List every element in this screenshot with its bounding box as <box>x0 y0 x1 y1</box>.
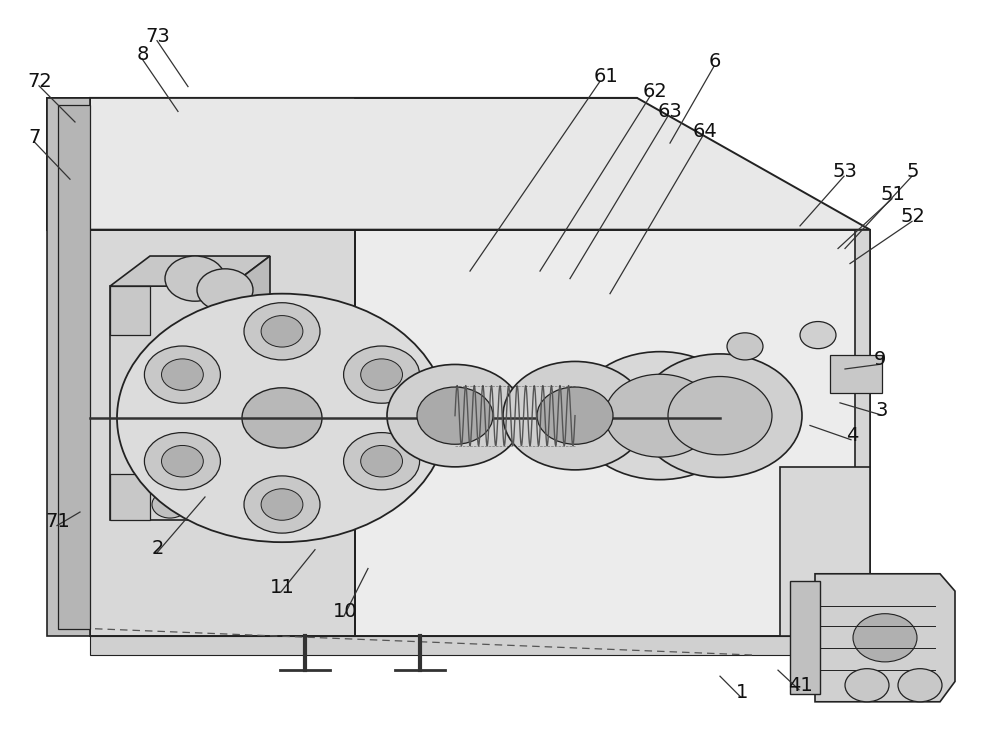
Circle shape <box>605 374 715 457</box>
Circle shape <box>244 303 320 360</box>
Polygon shape <box>58 105 90 629</box>
Circle shape <box>537 387 613 444</box>
Polygon shape <box>90 230 355 636</box>
Text: 2: 2 <box>152 538 164 558</box>
Circle shape <box>898 669 942 702</box>
Polygon shape <box>90 98 870 230</box>
Text: 6: 6 <box>709 52 721 72</box>
Text: 73: 73 <box>146 26 170 46</box>
Text: 3: 3 <box>876 401 888 420</box>
Circle shape <box>165 256 225 301</box>
Circle shape <box>242 388 322 448</box>
Text: 61: 61 <box>594 67 618 87</box>
Text: 64: 64 <box>693 122 717 142</box>
Circle shape <box>152 491 188 518</box>
Bar <box>830 355 882 393</box>
Circle shape <box>144 432 220 489</box>
Text: 41: 41 <box>788 675 812 695</box>
Text: 7: 7 <box>29 127 41 147</box>
Circle shape <box>344 433 420 490</box>
Circle shape <box>387 364 523 467</box>
Circle shape <box>144 346 220 404</box>
Circle shape <box>853 614 917 662</box>
Circle shape <box>417 387 493 444</box>
Circle shape <box>361 359 402 390</box>
Polygon shape <box>110 256 270 286</box>
Circle shape <box>800 322 836 349</box>
Circle shape <box>162 359 203 390</box>
Circle shape <box>162 446 203 477</box>
Circle shape <box>727 333 763 360</box>
Text: 51: 51 <box>881 184 905 204</box>
Text: 71: 71 <box>46 511 70 531</box>
Polygon shape <box>790 581 820 694</box>
Polygon shape <box>110 286 230 520</box>
Circle shape <box>503 361 647 470</box>
Text: 9: 9 <box>874 350 886 370</box>
Text: 4: 4 <box>846 425 858 445</box>
Polygon shape <box>855 230 870 636</box>
Circle shape <box>197 269 253 311</box>
Circle shape <box>668 376 772 455</box>
Text: 1: 1 <box>736 683 748 703</box>
Polygon shape <box>780 467 870 636</box>
Polygon shape <box>355 230 870 636</box>
Circle shape <box>244 476 320 533</box>
Polygon shape <box>815 574 955 702</box>
Circle shape <box>344 346 420 404</box>
Text: 52: 52 <box>901 207 925 227</box>
Text: 10: 10 <box>333 602 357 621</box>
Text: 11: 11 <box>270 578 294 597</box>
Polygon shape <box>47 98 90 230</box>
Polygon shape <box>47 98 90 636</box>
Circle shape <box>638 354 802 477</box>
Text: 62: 62 <box>643 82 667 102</box>
Circle shape <box>117 294 447 542</box>
Circle shape <box>361 446 402 477</box>
Circle shape <box>575 352 745 480</box>
Polygon shape <box>110 474 150 520</box>
Polygon shape <box>90 98 637 636</box>
Text: 5: 5 <box>907 162 919 181</box>
Text: 53: 53 <box>833 162 857 181</box>
Circle shape <box>845 669 889 702</box>
Text: 8: 8 <box>137 44 149 64</box>
Text: 72: 72 <box>28 72 52 91</box>
Text: 63: 63 <box>658 102 682 121</box>
Circle shape <box>261 316 303 347</box>
Polygon shape <box>90 636 870 655</box>
Circle shape <box>261 489 303 520</box>
Polygon shape <box>110 286 150 335</box>
Polygon shape <box>230 256 270 520</box>
